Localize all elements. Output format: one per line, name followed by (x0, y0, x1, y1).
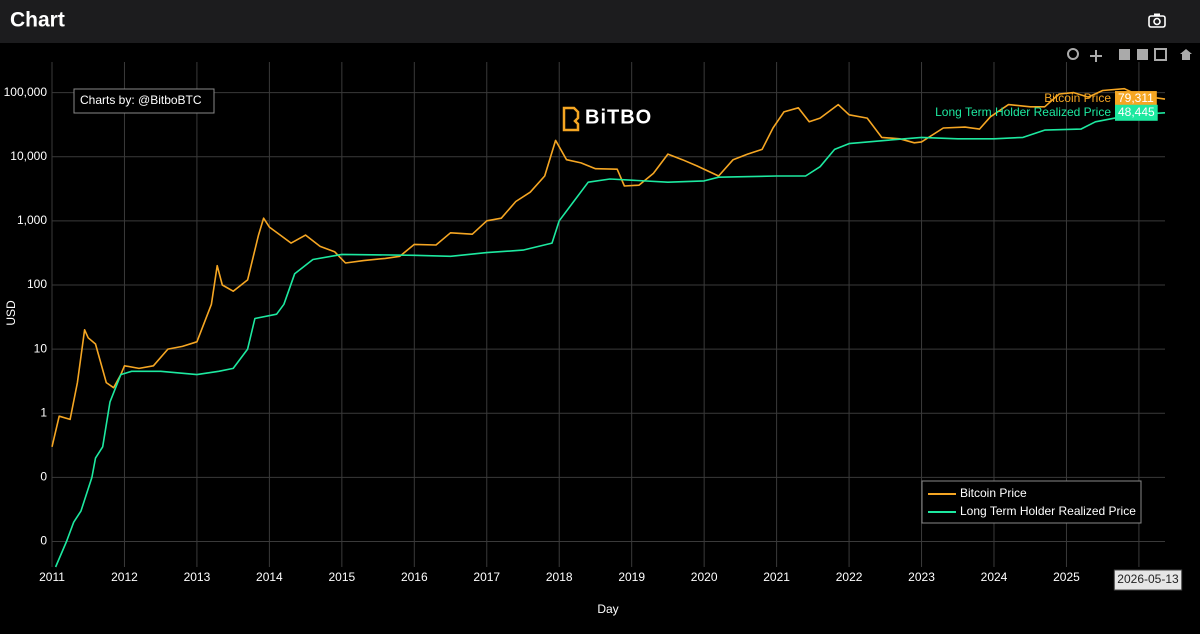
end-label-name: Bitcoin Price (1044, 91, 1111, 105)
end-label: 79,311 (1118, 91, 1154, 105)
end-label-name: Long Term Holder Realized Price (935, 105, 1111, 119)
plot-area: 0 0 1 10 100 1,000 10,000 100,000 2011 2012 2013 20… (4, 62, 1166, 584)
watermark: BiTBO (585, 106, 652, 128)
end-label-box (1115, 91, 1157, 108)
y-tick-label: 10 (34, 341, 48, 355)
x-tick-label: 2014 (256, 570, 283, 584)
credit-box (73, 88, 215, 114)
zoom-out-tool[interactable] (1137, 49, 1148, 60)
x-tick-label: 2013 (184, 570, 211, 584)
reset-tool[interactable] (1180, 49, 1192, 60)
x-tick-label: 2024 (981, 570, 1008, 584)
y-tick-label: 0 (40, 534, 47, 548)
y-tick-label: 10,000 (10, 149, 47, 163)
x-tick-label: 2019 (618, 570, 645, 584)
y-tick-label: 100,000 (4, 85, 48, 99)
x-axis-title: Day (597, 602, 618, 616)
x-tick-label: 2025 (1053, 570, 1080, 584)
x-tick-label: 2023 (908, 570, 935, 584)
camera-icon[interactable] (1148, 13, 1166, 28)
end-label: 48,445 (1118, 105, 1155, 119)
x-tick-label: 2011 (39, 570, 65, 584)
header-bar (0, 0, 1200, 43)
credit: Charts by: @BitboBTC (80, 93, 202, 107)
hover-label-text: 2026-05-13 (1117, 572, 1179, 586)
zoom-in-tool[interactable] (1119, 49, 1130, 60)
hover-label: 2026-05-13 (1113, 569, 1183, 591)
y-tick-label: 1,000 (17, 213, 47, 227)
x-tick-label: 2012 (111, 570, 138, 584)
x-tick-label: 2020 (691, 570, 718, 584)
end-label-box (1115, 104, 1158, 121)
x-tick-label: 2016 (401, 570, 428, 584)
legend: Bitcoin Price Long Term Holder Realized P… (921, 480, 1142, 524)
series-line (54, 112, 1166, 568)
hover-label-box (1113, 569, 1183, 591)
x-tick-label: 2017 (473, 570, 500, 584)
zoom-tool[interactable] (1067, 48, 1079, 60)
x-tick-label: 2015 (328, 570, 355, 584)
legend-label: Long Term Holder Realized Price (960, 504, 1136, 518)
y-tick-label: 100 (27, 277, 47, 291)
x-tick-label: 2018 (546, 570, 573, 584)
header-title: Chart (10, 9, 65, 32)
legend-box (921, 480, 1142, 524)
legend-label: Bitcoin Price (960, 486, 1027, 500)
x-tick-label: 2021 (763, 570, 790, 584)
autoscale-tool[interactable] (1154, 48, 1167, 61)
y-tick-label: 1 (40, 405, 47, 419)
watermark-logo (562, 106, 580, 132)
x-tick-label: 2022 (836, 570, 863, 584)
pan-tool[interactable] (1090, 50, 1102, 62)
y-axis-title: USD (4, 300, 18, 326)
y-tick-label: 0 (40, 470, 47, 484)
toolbar (1067, 48, 1192, 62)
